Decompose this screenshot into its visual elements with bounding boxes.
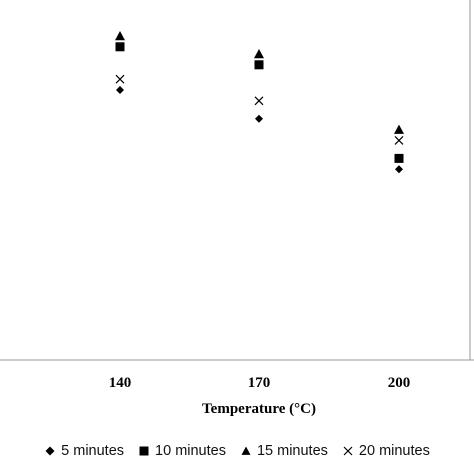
x-tick-label-170: 170 bbox=[248, 375, 271, 391]
point-diamond-170 bbox=[255, 114, 263, 123]
point-x-140 bbox=[115, 74, 125, 84]
legend-item-diamond: 5 minutes bbox=[44, 443, 124, 459]
point-diamond-140 bbox=[116, 86, 124, 94]
point-square-140 bbox=[115, 42, 125, 52]
point-diamond-200 bbox=[395, 165, 403, 174]
legend-item-square: 10 minutes bbox=[138, 443, 226, 459]
legend-label: 15 minutes bbox=[256, 443, 328, 459]
point-x-170 bbox=[254, 96, 264, 106]
point-triangle-200 bbox=[394, 124, 404, 134]
point-x-200 bbox=[394, 135, 404, 145]
legend: 5 minutes 10 minutes 15 minutes 20 minutes bbox=[0, 440, 474, 462]
data-points bbox=[115, 31, 404, 174]
legend-item-x: 20 minutes bbox=[342, 443, 430, 459]
point-triangle-140 bbox=[115, 31, 125, 41]
x-marker-icon bbox=[342, 445, 354, 457]
legend-label: 20 minutes bbox=[358, 443, 430, 459]
diamond-marker-icon bbox=[44, 445, 56, 457]
point-square-170 bbox=[254, 60, 264, 70]
legend-label: 10 minutes bbox=[155, 443, 226, 459]
x-axis-title: Temperature (°C) bbox=[202, 401, 316, 417]
triangle-marker-icon bbox=[240, 445, 252, 457]
legend-item-triangle: 15 minutes bbox=[240, 443, 328, 459]
legend-label: 5 minutes bbox=[61, 443, 125, 459]
point-square-200 bbox=[394, 153, 404, 163]
point-triangle-170 bbox=[254, 49, 264, 59]
x-tick-label-200: 200 bbox=[388, 375, 411, 391]
x-tick-labels: 140 170 200 bbox=[109, 375, 411, 391]
x-tick-label-140: 140 bbox=[109, 375, 132, 391]
square-marker-icon bbox=[138, 445, 150, 457]
